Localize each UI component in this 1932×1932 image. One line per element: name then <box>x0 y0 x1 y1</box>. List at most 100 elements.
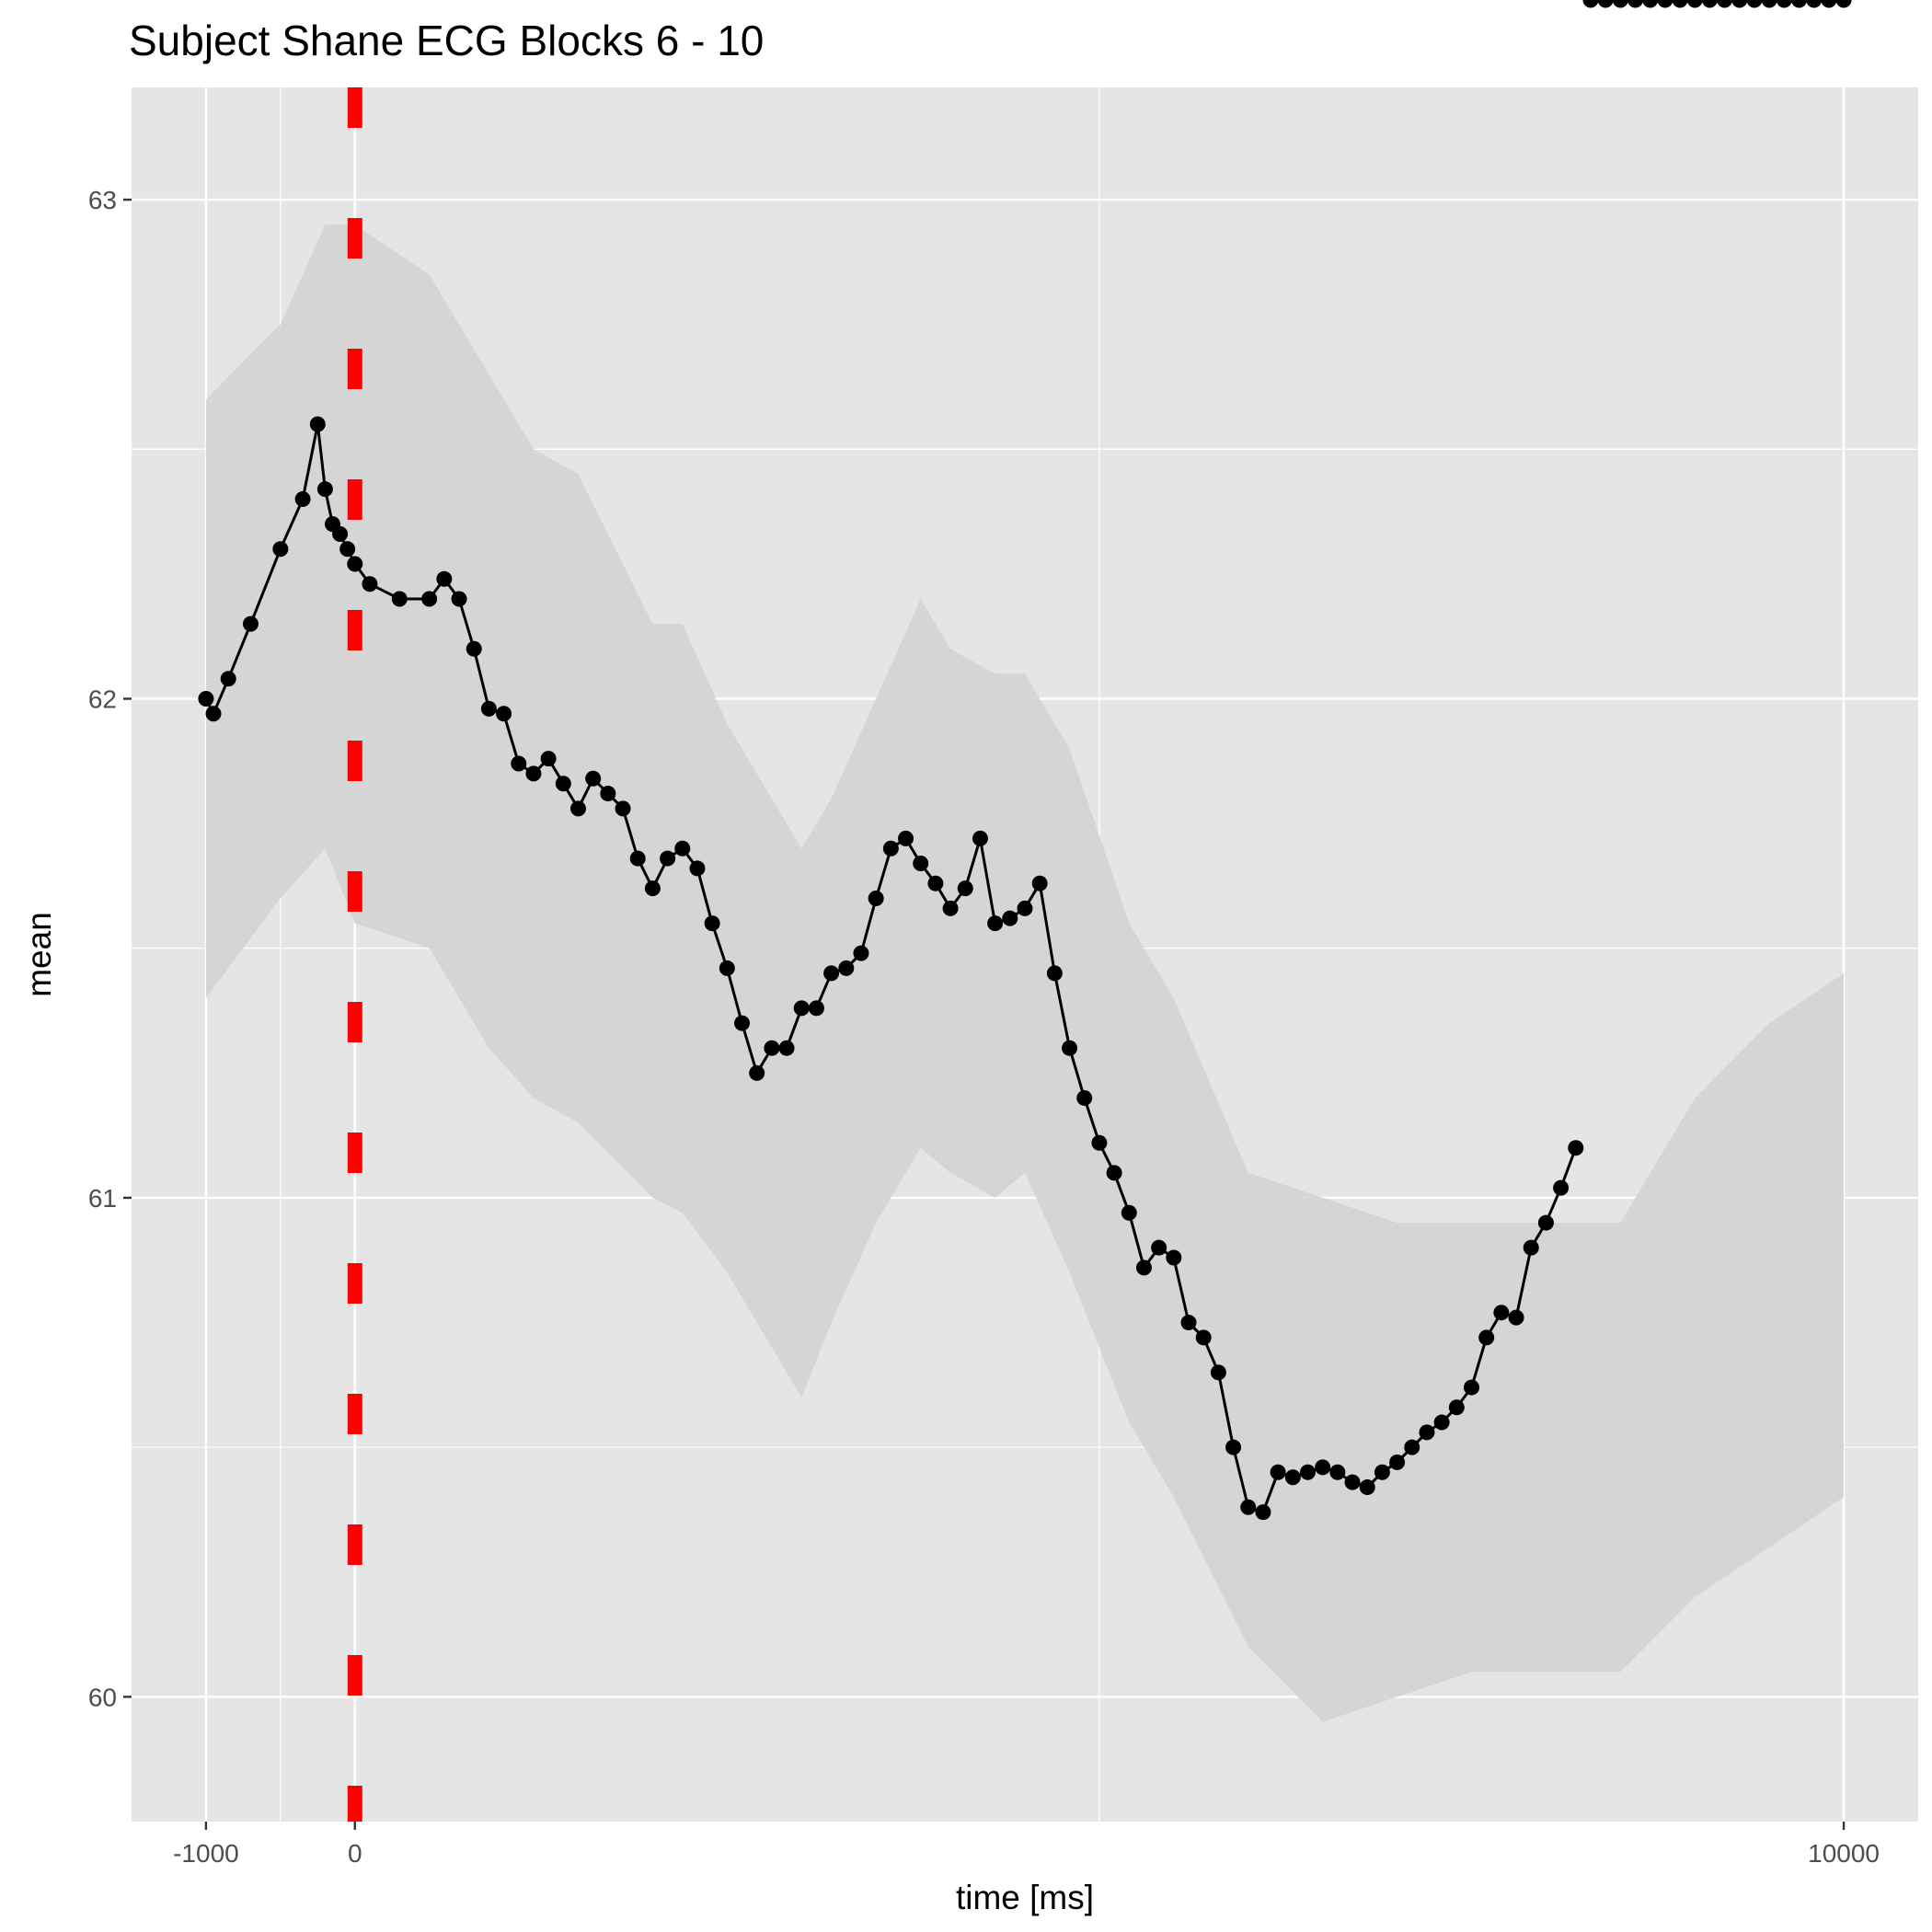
data-point <box>719 960 735 976</box>
data-point <box>421 591 438 607</box>
data-point <box>1151 1239 1167 1256</box>
data-point <box>1612 0 1628 8</box>
data-point <box>309 416 326 432</box>
data-point <box>496 706 512 722</box>
data-point <box>570 800 586 817</box>
data-point <box>898 830 914 846</box>
y-axis: 60 61 62 63 <box>88 186 132 1711</box>
x-tick-label: -1000 <box>173 1839 239 1868</box>
data-point <box>1627 0 1644 8</box>
data-point <box>838 960 855 976</box>
data-point <box>1657 0 1673 8</box>
data-point <box>1121 1204 1137 1221</box>
data-point <box>1002 910 1018 926</box>
data-point <box>205 706 222 722</box>
x-axis-title: time [ms] <box>956 1879 1094 1916</box>
data-point <box>1597 0 1614 8</box>
data-point <box>1210 1364 1226 1381</box>
data-point <box>1672 0 1688 8</box>
data-point <box>555 776 571 792</box>
data-point <box>272 541 289 558</box>
mean-points <box>198 0 1852 1521</box>
data-point <box>1225 1439 1242 1455</box>
data-point <box>242 615 259 632</box>
data-point <box>660 850 676 867</box>
data-point <box>1329 1464 1346 1480</box>
data-point <box>1046 965 1063 982</box>
data-point <box>466 640 482 657</box>
data-point <box>1389 1454 1406 1470</box>
data-point <box>1701 0 1718 8</box>
y-tick-label: 60 <box>88 1683 117 1711</box>
data-point <box>1746 0 1763 8</box>
data-point <box>294 491 311 508</box>
data-point <box>1404 1439 1420 1455</box>
data-point <box>436 570 453 587</box>
data-point <box>704 915 720 932</box>
data-point <box>823 965 840 982</box>
data-point <box>1568 1140 1584 1156</box>
data-point <box>808 1000 824 1017</box>
data-point <box>1523 1239 1539 1256</box>
data-point <box>942 900 959 916</box>
data-point <box>451 591 467 607</box>
data-point <box>1731 0 1748 8</box>
data-point <box>1791 0 1808 8</box>
data-point <box>1419 1424 1435 1441</box>
data-point <box>1315 1459 1331 1476</box>
data-point <box>853 945 869 961</box>
data-point <box>629 850 646 867</box>
data-point <box>600 786 616 802</box>
data-point <box>793 1000 810 1017</box>
data-point <box>391 591 408 607</box>
data-point <box>480 700 497 717</box>
data-point <box>1642 0 1659 8</box>
data-point <box>1374 1464 1390 1480</box>
data-point <box>1553 1179 1570 1196</box>
data-point <box>1493 1305 1510 1321</box>
y-axis-title: mean <box>20 912 58 997</box>
data-point <box>927 875 944 891</box>
data-point <box>220 671 236 687</box>
data-point <box>644 880 661 897</box>
data-point <box>1433 1414 1450 1431</box>
data-point <box>1135 1259 1152 1276</box>
data-point <box>316 481 333 498</box>
data-point <box>585 770 602 787</box>
data-point <box>1076 1089 1093 1106</box>
data-point <box>1806 0 1823 8</box>
data-point <box>987 915 1004 932</box>
data-point <box>674 840 691 857</box>
data-point <box>1091 1134 1108 1151</box>
y-tick-label: 62 <box>88 684 117 713</box>
data-point <box>1284 1469 1301 1486</box>
data-point <box>1017 900 1033 916</box>
x-tick-label: 10000 <box>1808 1839 1880 1868</box>
data-point <box>689 860 706 877</box>
data-point <box>615 800 631 817</box>
data-point <box>764 1040 780 1056</box>
data-point <box>913 856 929 872</box>
data-point <box>882 840 899 857</box>
data-point <box>749 1064 765 1081</box>
data-point <box>1508 1309 1524 1326</box>
data-point <box>868 890 884 906</box>
y-tick-label: 63 <box>88 186 117 214</box>
data-point <box>972 830 988 846</box>
data-point <box>1270 1464 1286 1480</box>
data-point <box>511 755 527 772</box>
data-point <box>1240 1499 1257 1515</box>
data-point <box>1478 1329 1495 1346</box>
data-point <box>339 541 356 558</box>
confidence-ribbon <box>205 224 1845 1722</box>
data-point <box>198 690 214 707</box>
data-point <box>957 880 973 897</box>
data-point <box>734 1015 751 1031</box>
data-point <box>1166 1249 1182 1266</box>
data-point <box>525 765 542 782</box>
data-point <box>1106 1165 1122 1181</box>
data-point <box>1835 0 1852 8</box>
data-point <box>1195 1329 1212 1346</box>
data-point <box>1464 1379 1479 1396</box>
